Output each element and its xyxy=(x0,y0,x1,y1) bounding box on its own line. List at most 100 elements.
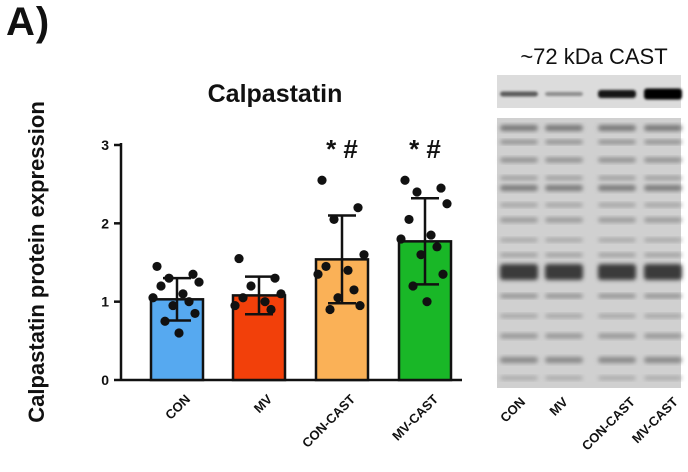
data-point xyxy=(422,297,432,307)
data-point xyxy=(438,269,448,279)
data-point xyxy=(156,281,166,291)
data-point xyxy=(343,265,353,275)
significance-marker: * # xyxy=(326,134,358,164)
stain-band xyxy=(644,157,682,163)
cast-band xyxy=(545,92,583,96)
stain-band xyxy=(545,294,583,298)
data-point xyxy=(333,293,343,303)
stain-band xyxy=(545,125,583,131)
stain-band xyxy=(500,264,538,280)
stain-band xyxy=(545,217,583,223)
data-point xyxy=(276,289,286,299)
stain-band xyxy=(598,125,636,131)
stain-band xyxy=(598,185,636,191)
stain-band xyxy=(598,157,636,163)
data-point xyxy=(408,281,418,291)
data-point xyxy=(188,269,198,279)
data-point xyxy=(168,300,178,311)
stain-band xyxy=(545,140,583,144)
data-point xyxy=(436,183,446,193)
data-point xyxy=(329,214,339,225)
data-point xyxy=(416,250,426,260)
y-tick-label: 0 xyxy=(101,372,109,388)
stain-band xyxy=(545,333,583,339)
stain-band xyxy=(500,376,538,380)
stain-band xyxy=(500,203,538,207)
data-point xyxy=(355,300,365,311)
stain-band xyxy=(545,314,583,318)
blot-header: ~72 kDa CAST xyxy=(520,44,668,69)
stain-band xyxy=(644,203,682,207)
stain-band xyxy=(644,238,682,242)
stain-band xyxy=(545,176,583,180)
stain-band xyxy=(598,294,636,298)
data-point xyxy=(426,230,436,240)
data-point xyxy=(184,297,194,307)
data-point xyxy=(260,297,270,307)
stain-band xyxy=(644,185,682,191)
stain-band xyxy=(500,125,538,131)
stain-band xyxy=(500,294,538,298)
stain-band xyxy=(598,357,636,363)
stain-band xyxy=(644,253,682,257)
stain-band xyxy=(598,140,636,144)
data-point xyxy=(400,175,410,185)
stain-band xyxy=(598,253,636,257)
stain-band xyxy=(545,264,583,280)
data-point xyxy=(442,199,452,209)
data-point xyxy=(164,273,174,283)
stain-band xyxy=(500,314,538,318)
data-point xyxy=(270,273,280,283)
data-point xyxy=(190,308,200,319)
stain-band xyxy=(500,253,538,257)
data-point xyxy=(321,261,331,272)
data-point xyxy=(313,269,323,279)
cast-band xyxy=(644,88,682,100)
stain-band xyxy=(500,217,538,223)
y-tick-label: 3 xyxy=(101,137,109,153)
stain-band xyxy=(644,140,682,144)
stain-band xyxy=(545,376,583,380)
data-point xyxy=(148,293,158,303)
stain-band xyxy=(598,376,636,380)
stain-band xyxy=(644,357,682,363)
data-point xyxy=(359,250,369,260)
data-point xyxy=(238,293,248,303)
stain-band xyxy=(644,217,682,223)
stain-band xyxy=(644,264,682,280)
data-point xyxy=(152,261,162,272)
stain-band xyxy=(598,176,636,180)
stain-band xyxy=(644,333,682,339)
data-point xyxy=(325,304,335,315)
stain-band xyxy=(545,253,583,257)
stain-band xyxy=(500,176,538,180)
stain-band xyxy=(545,185,583,191)
stain-band xyxy=(545,238,583,242)
cast-band xyxy=(598,90,636,98)
data-point xyxy=(246,281,256,291)
stain-band xyxy=(500,185,538,191)
stain-band xyxy=(500,157,538,163)
data-point xyxy=(234,253,244,264)
stain-band xyxy=(500,333,538,339)
data-point xyxy=(194,277,204,287)
stain-band xyxy=(598,314,636,318)
y-tick-label: 2 xyxy=(101,215,109,231)
stain-band xyxy=(500,357,538,363)
data-point xyxy=(353,203,363,213)
stain-band xyxy=(644,125,682,131)
stain-band xyxy=(598,333,636,339)
stain-band xyxy=(598,217,636,223)
stain-band xyxy=(500,140,538,144)
stain-band xyxy=(644,176,682,180)
significance-marker: * # xyxy=(409,134,441,164)
panel-label: A) xyxy=(6,0,51,44)
stain-band xyxy=(545,157,583,163)
data-point xyxy=(317,175,327,185)
chart-title: Calpastatin xyxy=(207,80,343,108)
stain-band xyxy=(545,357,583,363)
stain-band xyxy=(500,238,538,242)
data-point xyxy=(230,300,240,311)
